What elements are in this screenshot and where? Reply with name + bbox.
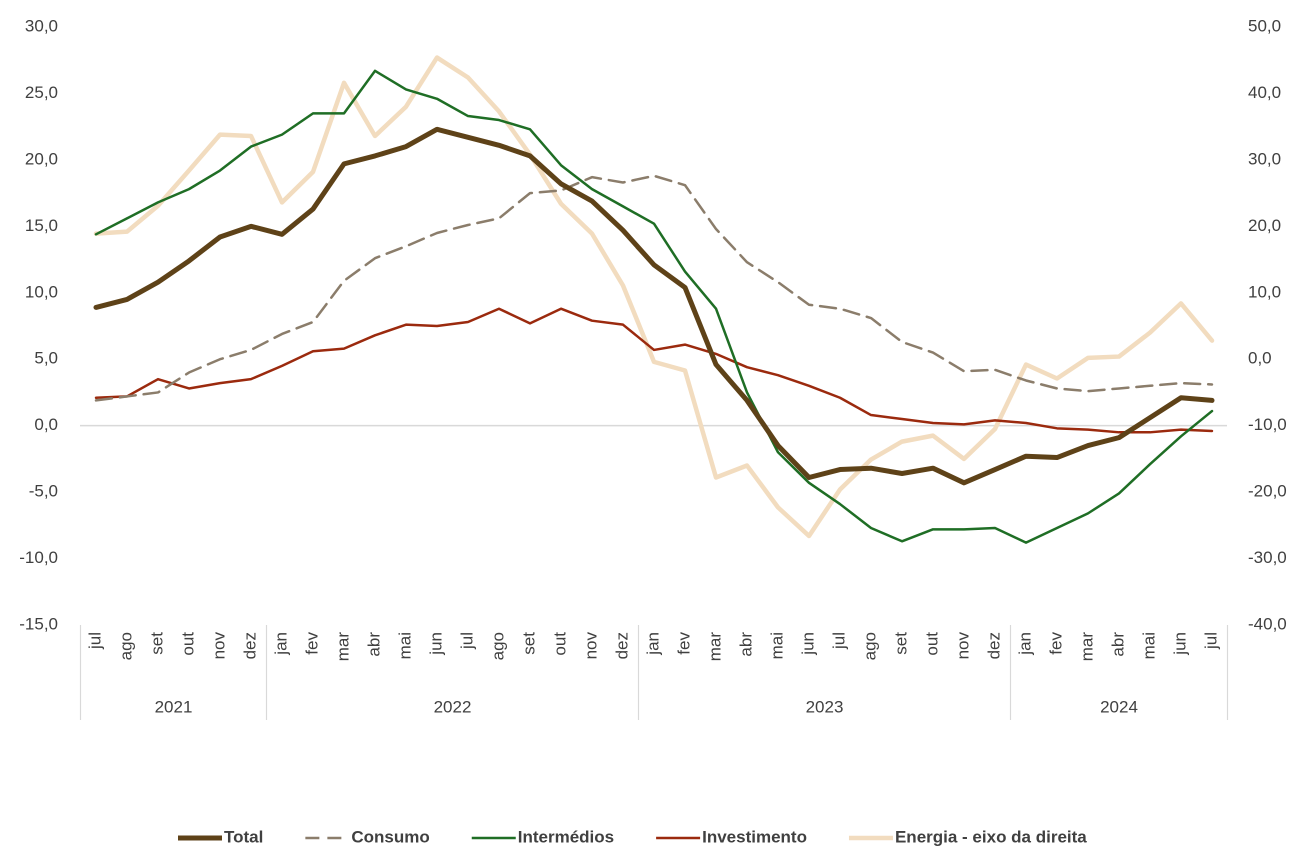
series-line	[94, 174, 1214, 402]
legend-label: Total	[224, 827, 263, 846]
y2-tick-label: 10,0	[1248, 282, 1281, 301]
legend-label: Energia - eixo da direita	[895, 827, 1087, 846]
x-tick-label: fev	[302, 632, 321, 655]
y2-tick-label: 40,0	[1248, 83, 1281, 102]
y2-tick-label: -10,0	[1248, 415, 1287, 434]
x-tick-label: mai	[767, 632, 786, 659]
y2-tick-label: 50,0	[1248, 16, 1281, 35]
y-tick-label: 10,0	[25, 282, 58, 301]
y-tick-label: -5,0	[29, 482, 58, 501]
y2-tick-label: 0,0	[1248, 349, 1272, 368]
x-tick-label: out	[922, 632, 941, 656]
x-tick-label: jul	[85, 632, 104, 650]
year-label: 2022	[434, 697, 472, 716]
y2-tick-label: 30,0	[1248, 149, 1281, 168]
y-tick-label: 0,0	[34, 415, 58, 434]
x-tick-label: dez	[240, 632, 259, 659]
x-tick-label: jul	[457, 632, 476, 650]
x-tick-label: abr	[1108, 632, 1127, 657]
legend-label: Intermédios	[518, 827, 614, 846]
x-tick-label: dez	[612, 632, 631, 659]
y-tick-label: 15,0	[25, 216, 58, 235]
y-tick-label: 25,0	[25, 83, 58, 102]
x-tick-label: ago	[116, 632, 135, 660]
x-tick-label: mar	[705, 632, 724, 662]
x-tick-label: nov	[953, 632, 972, 660]
x-tick-label: ago	[488, 632, 507, 660]
y2-tick-label: -40,0	[1248, 614, 1287, 633]
x-tick-label: set	[891, 632, 910, 655]
x-tick-label: jun	[798, 632, 817, 656]
series-line	[94, 69, 1214, 544]
x-tick-label: jan	[1015, 632, 1034, 656]
year-label: 2024	[1100, 697, 1138, 716]
x-tick-label: ago	[860, 632, 879, 660]
x-tick-label: jul	[829, 632, 848, 650]
y2-tick-label: -30,0	[1248, 548, 1287, 567]
x-tick-label: jan	[643, 632, 662, 656]
series-line	[94, 307, 1214, 434]
y-tick-label: -15,0	[19, 614, 58, 633]
x-tick-label: mai	[1139, 632, 1158, 659]
x-tick-label: mar	[1077, 632, 1096, 662]
y-tick-label: 5,0	[34, 349, 58, 368]
x-tick-label: fev	[674, 632, 693, 655]
x-tick-label: out	[178, 632, 197, 656]
x-tick-label: abr	[736, 632, 755, 657]
x-tick-label: mar	[333, 632, 352, 662]
y-tick-label: 30,0	[25, 16, 58, 35]
x-tick-label: mai	[395, 632, 414, 659]
series-line	[93, 126, 1215, 486]
year-label: 2023	[806, 697, 844, 716]
x-tick-label: dez	[984, 632, 1003, 659]
x-tick-label: set	[147, 632, 166, 655]
y-tick-label: 20,0	[25, 149, 58, 168]
legend-label: Consumo	[351, 827, 429, 846]
x-tick-label: out	[550, 632, 569, 656]
y2-tick-label: 20,0	[1248, 216, 1281, 235]
y2-tick-label: -20,0	[1248, 482, 1287, 501]
y-tick-label: -10,0	[19, 548, 58, 567]
series-line	[93, 55, 1215, 539]
x-tick-label: nov	[581, 632, 600, 660]
year-label: 2021	[155, 697, 193, 716]
x-tick-label: set	[519, 632, 538, 655]
x-tick-label: jul	[1201, 632, 1220, 650]
x-tick-label: abr	[364, 632, 383, 657]
x-tick-label: nov	[209, 632, 228, 660]
x-tick-label: jun	[1170, 632, 1189, 656]
x-tick-label: jun	[426, 632, 445, 656]
legend-label: Investimento	[702, 827, 807, 846]
x-tick-label: fev	[1046, 632, 1065, 655]
x-tick-label: jan	[271, 632, 290, 656]
